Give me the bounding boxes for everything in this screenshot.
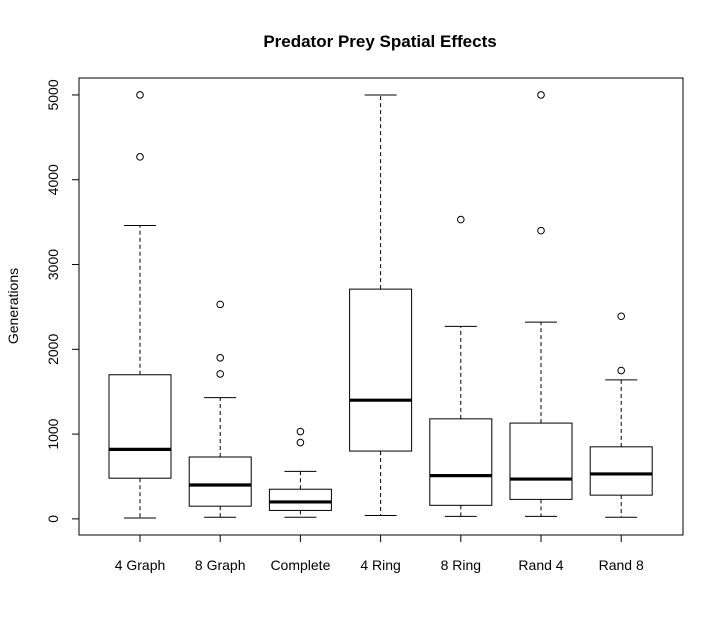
x-tick-label: 8 Ring [441,557,481,573]
outlier-point [617,366,626,375]
x-tick-label: 8 Graph [195,557,246,573]
outlier-point [457,215,465,224]
box-4-graph [108,91,172,519]
iqr-box [429,418,493,506]
outlier-point [216,353,224,362]
y-tick-label: 3000 [45,249,61,280]
outlier-point [537,91,545,99]
iqr-box [108,374,172,479]
iqr-box [188,456,252,507]
outlier-point [617,312,626,321]
outlier-point [537,226,545,235]
box-8-graph [188,300,252,518]
y-tick-label: 1000 [45,418,61,449]
box-4-ring [349,94,413,516]
box-rand-4 [509,91,573,517]
y-tick-label: 2000 [45,334,61,365]
outlier-point [296,438,305,447]
x-axis: 4 Graph 8 Graph Complete 4 Ring 8 Ring Rand 4… [115,534,644,573]
y-tick-label: 4000 [45,164,61,195]
iqr-box [509,422,573,500]
x-tick-label: Rand 4 [518,557,563,573]
y-tick-label: 5000 [45,79,61,110]
iqr-box [268,488,332,511]
box-8-ring [429,215,493,517]
iqr-box [349,288,413,452]
outlier-point [216,300,224,309]
chart-title: Predator Prey Spatial Effects [263,32,496,51]
y-axis-label: Generations [5,268,21,344]
x-tick-label: Rand 8 [599,557,644,573]
outlier-point [136,153,144,161]
box-series [108,91,653,519]
outlier-point [136,91,144,99]
box-rand-8 [589,312,653,518]
y-tick-label: 0 [45,515,61,523]
x-tick-label: 4 Graph [115,557,166,573]
x-tick-label: Complete [270,557,330,573]
x-tick-label: 4 Ring [360,557,400,573]
iqr-box [589,446,653,496]
outlier-point [296,427,305,436]
outlier-point [216,370,224,378]
y-axis: 0 1000 2000 3000 4000 5000 [45,79,80,523]
box-complete [268,427,332,518]
